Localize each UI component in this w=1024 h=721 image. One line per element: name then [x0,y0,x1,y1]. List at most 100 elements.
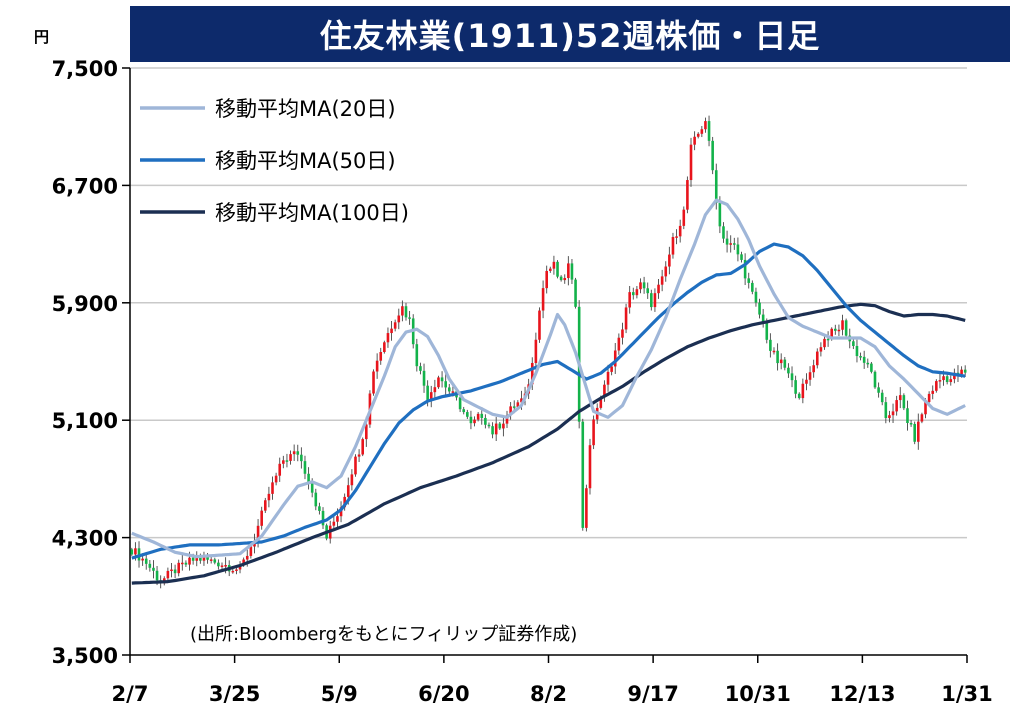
candle-body [696,133,700,137]
candle-body [790,373,794,381]
candle-body [913,423,916,442]
candle-body [545,270,548,289]
candle-body [372,371,375,394]
candle-body [927,393,931,403]
candle-body [581,421,585,528]
candle-body [379,352,383,361]
candle-body [621,329,624,338]
candle-body [754,291,758,303]
candle-body [743,259,747,279]
source-note: (出所:Bloombergをもとにフィリップ証券作成) [190,624,577,645]
candle-body [686,180,689,210]
candle-body [166,570,170,579]
grid-lines [129,67,967,656]
candle-body [148,563,152,568]
candle-body [657,284,660,294]
x-tick-label: 3/25 [209,682,261,706]
candle-body [801,383,805,399]
candle-body [852,341,855,346]
candle-body [761,314,765,322]
candle-body [938,380,942,382]
candle-body [498,423,502,429]
candle-body [271,482,274,494]
candle-body [509,406,512,416]
candle-body [516,402,520,408]
candle-body [476,413,480,420]
candle-body [902,395,906,409]
candle-body [401,306,404,316]
candle-body [722,226,725,239]
candle-body [866,362,870,365]
candle-body [736,244,740,255]
candle-body [242,559,245,565]
candle-body [628,292,631,308]
candle-body [740,254,743,260]
candle-body [668,254,671,267]
candle-body [339,507,343,517]
candle-body [491,426,494,435]
candle-body [671,236,675,255]
candle-body [725,238,729,245]
candle-body [365,424,368,440]
candle-body [375,360,379,372]
candle-body [321,510,325,526]
candle-body [873,371,877,388]
candle-body [520,398,523,403]
candle-body [433,387,437,393]
candle-body [267,493,271,501]
candle-body [199,556,202,561]
x-tick-label: 5/9 [321,682,358,706]
candle-body [393,322,397,329]
y-tick-label: 7,500 [52,57,118,81]
candle-body [776,350,779,364]
candle-body [808,372,812,380]
candle-body [830,328,834,340]
candle-body [563,278,567,281]
ma50-line [131,242,966,560]
candle-body [635,289,639,296]
legend-label-ma20: 移動平均MA(20日) [215,97,396,121]
candle-body [931,390,935,394]
candle-body [494,423,498,435]
candle-body [585,488,588,528]
candle-body [689,144,693,181]
candle-body [815,351,819,366]
candle-body [664,266,668,277]
candle-body [134,548,137,555]
candle-body [206,556,209,560]
candle-body [422,370,426,386]
candle-body [945,376,949,383]
y-tick-label: 5,900 [52,292,118,316]
candle-body [314,492,318,507]
candle-body [700,129,704,134]
candle-body [429,392,433,401]
candle-body [437,377,440,388]
candle-body [963,369,967,373]
candle-body [606,371,610,385]
candle-body [758,302,761,315]
candle-body [318,506,321,511]
candle-body [285,460,289,462]
y-axis-ticks: 3,500 4,300 5,100 5,900 6,700 7,500 [52,57,130,668]
candle-body [451,391,455,393]
candle-body [888,415,891,419]
ma20-line [131,198,966,559]
candle-body [307,473,310,483]
candle-body [296,451,300,455]
candle-body [747,278,751,283]
candles [130,115,967,589]
chart-title: 住友林業(1911)52週株価・日足 [130,6,1010,62]
candle-body [300,454,303,462]
candle-body [458,397,462,410]
candle-body [704,121,707,130]
candle-body [588,445,592,489]
candle-body [794,380,797,394]
candle-body [678,225,682,237]
candle-body [783,359,787,368]
candle-body [245,555,249,560]
candle-body [209,559,213,561]
candle-body [906,408,909,424]
candle-body [617,337,621,351]
